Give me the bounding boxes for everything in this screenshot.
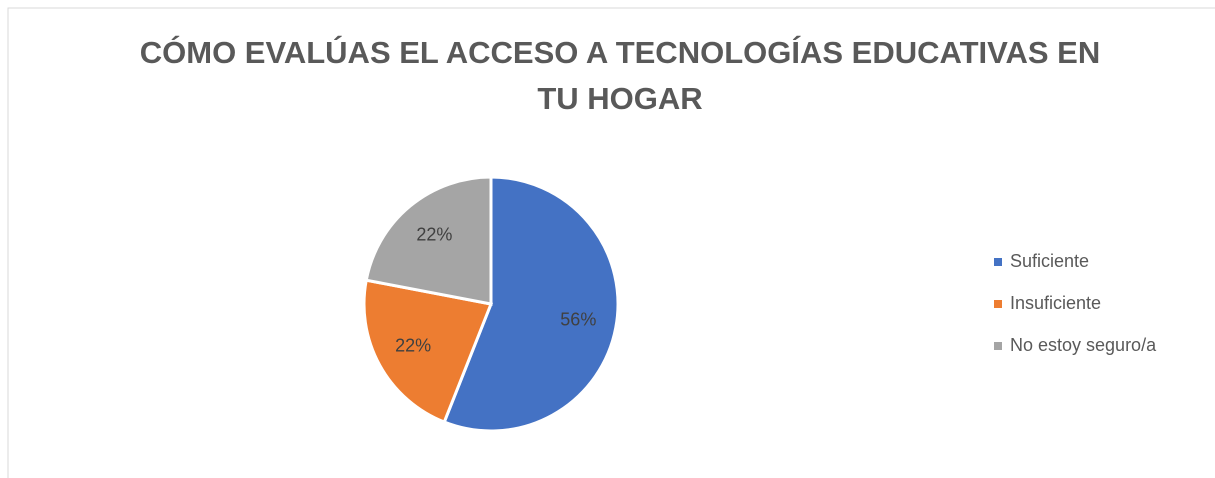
chart-border [7,7,1215,478]
legend-label: Suficiente [1010,251,1089,271]
legend-swatch [994,300,1002,308]
legend-swatch [994,342,1002,350]
chart-title: CÓMO EVALÚAS EL ACCESO A TECNOLOGÍAS EDU… [139,35,1101,116]
pie-slice [442,175,620,433]
legend-swatch [994,258,1002,266]
legend-label: No estoy seguro/a [1010,335,1157,355]
data-label: 22% [416,224,452,244]
pie-slice [362,278,494,425]
data-label: 56% [560,309,596,329]
pie-slice [364,175,493,306]
legend-label: Insuficiente [1010,293,1101,313]
data-label: 22% [395,336,431,356]
